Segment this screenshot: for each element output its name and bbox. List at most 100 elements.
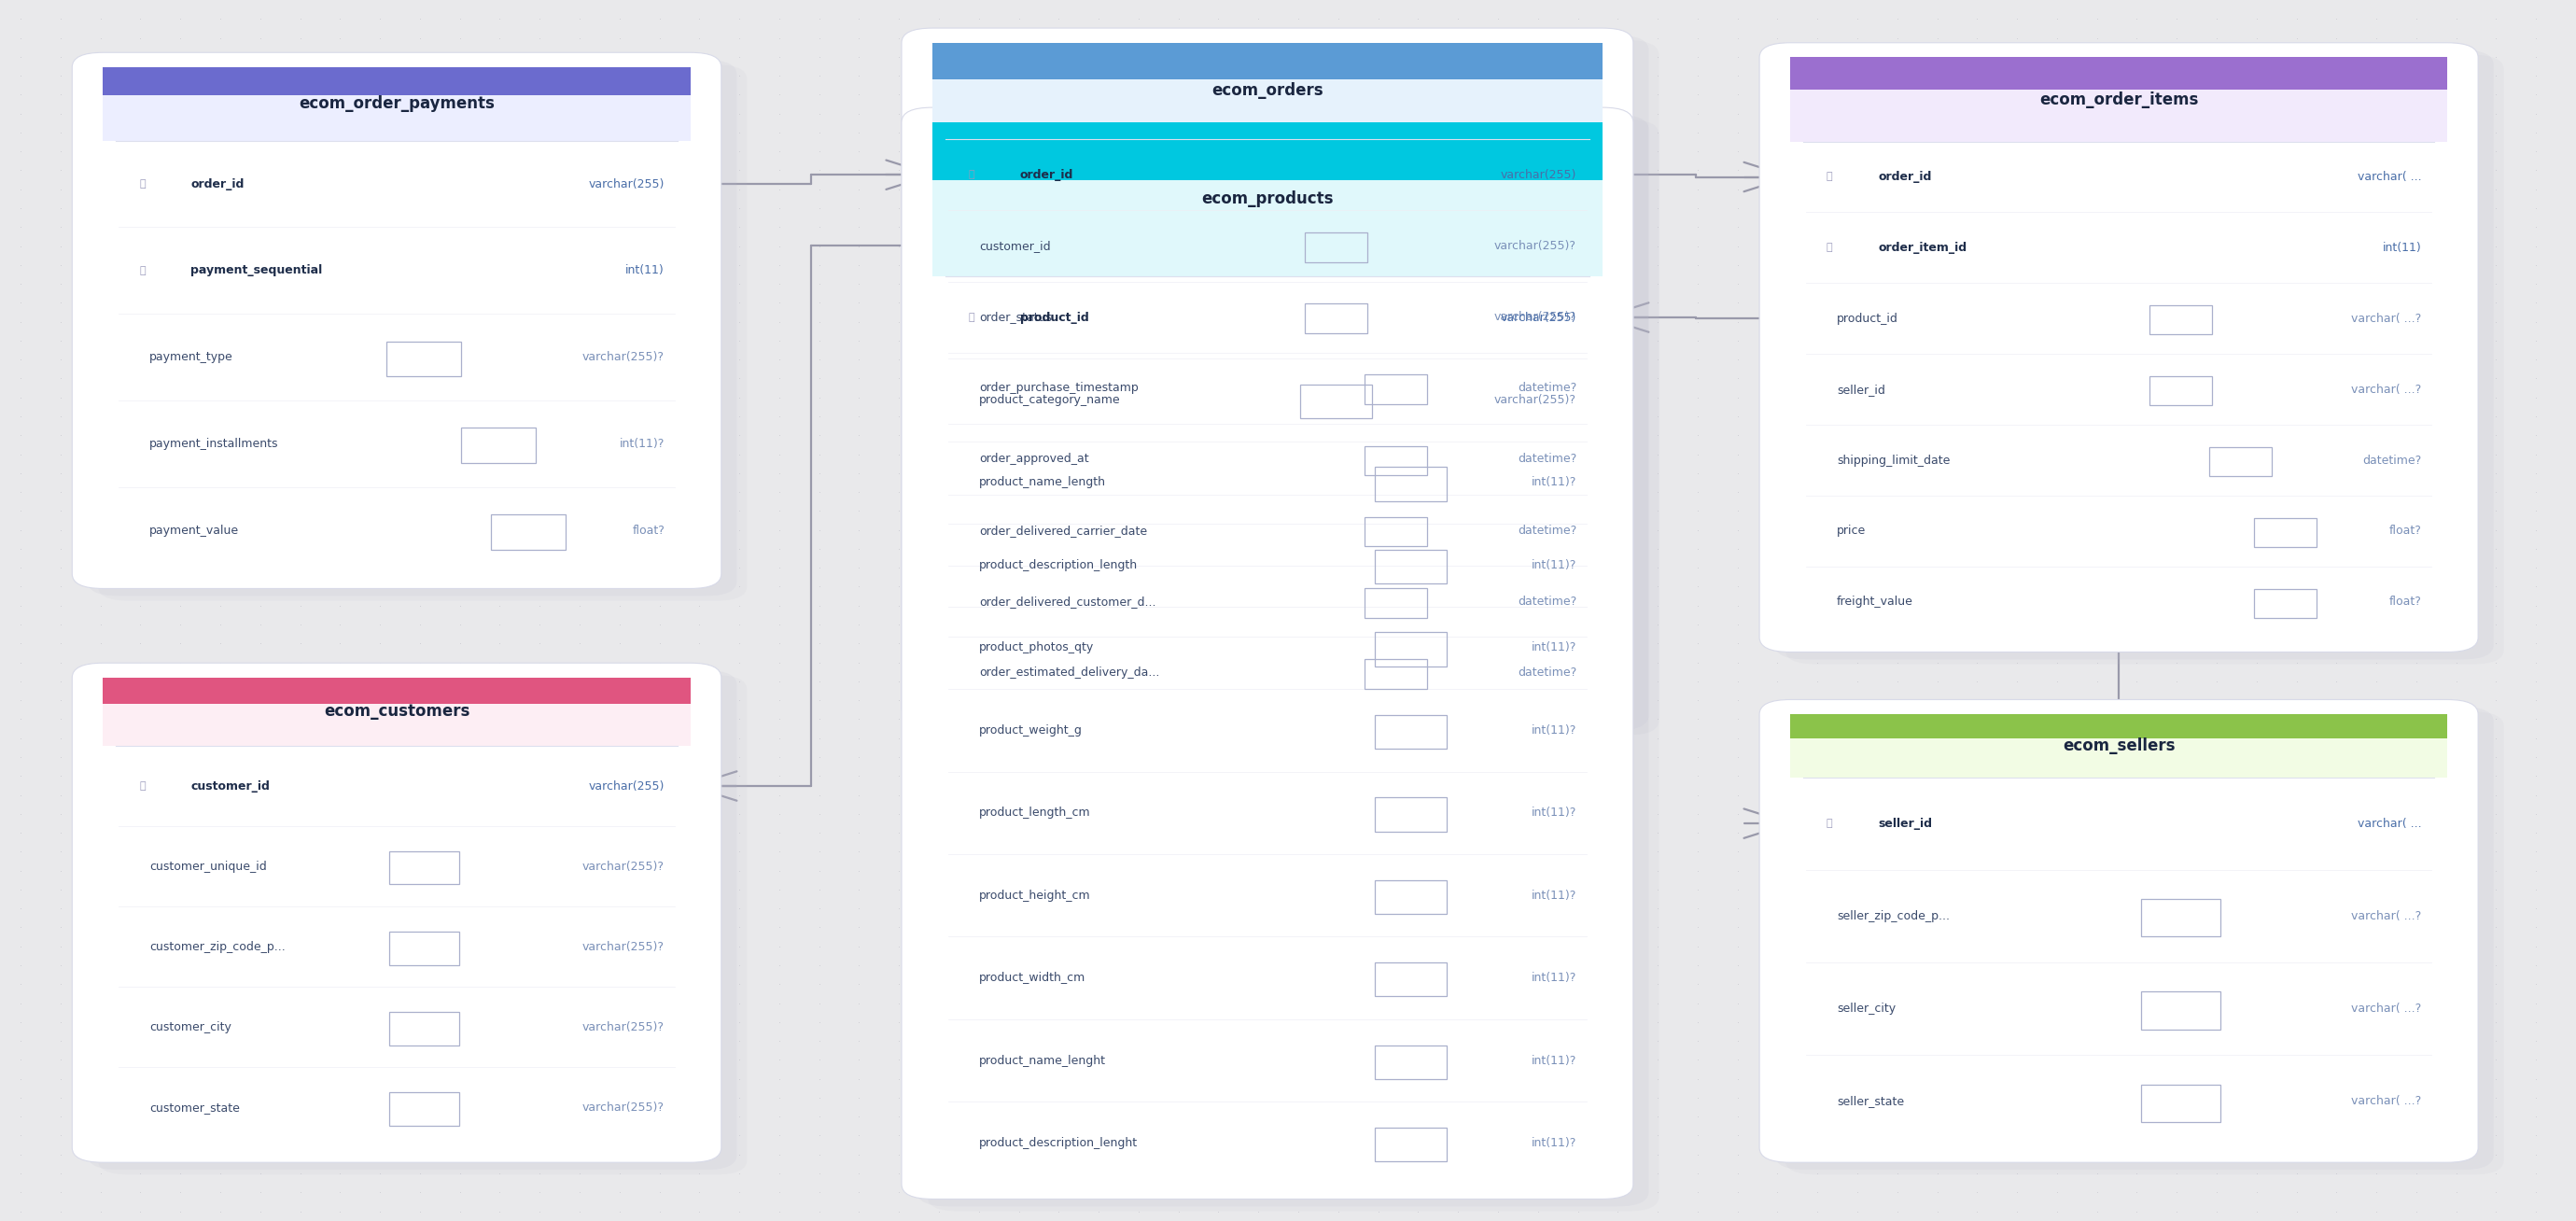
FancyBboxPatch shape bbox=[98, 65, 747, 601]
Bar bbox=[933, 43, 1602, 79]
Text: varchar( ...?: varchar( ...? bbox=[2352, 1002, 2421, 1015]
Text: varchar(255)?: varchar(255)? bbox=[582, 940, 665, 952]
Bar bbox=[1790, 714, 2447, 739]
Text: varchar( ...?: varchar( ...? bbox=[2352, 910, 2421, 922]
Text: order_delivered_carrier_date: order_delivered_carrier_date bbox=[979, 524, 1146, 536]
Text: datetime?: datetime? bbox=[2362, 454, 2421, 466]
FancyBboxPatch shape bbox=[927, 120, 1659, 1211]
Text: ⚿: ⚿ bbox=[1826, 819, 1832, 828]
Text: order_id: order_id bbox=[1878, 171, 1932, 183]
Bar bbox=[1790, 57, 2447, 89]
Text: ecom_customers: ecom_customers bbox=[325, 703, 469, 720]
Text: ⚿: ⚿ bbox=[1826, 243, 1832, 253]
Text: seller_city: seller_city bbox=[1837, 1002, 1896, 1015]
Text: customer_state: customer_state bbox=[149, 1101, 240, 1114]
Text: product_height_cm: product_height_cm bbox=[979, 889, 1090, 901]
Bar bbox=[933, 122, 1602, 181]
FancyBboxPatch shape bbox=[917, 115, 1649, 1206]
Text: varchar(255): varchar(255) bbox=[590, 780, 665, 792]
Text: datetime?: datetime? bbox=[1517, 667, 1577, 679]
Text: float?: float? bbox=[631, 525, 665, 536]
Text: order_id: order_id bbox=[191, 178, 245, 190]
Text: ⚿: ⚿ bbox=[969, 313, 974, 322]
Bar bbox=[103, 678, 690, 746]
Text: varchar(255)?: varchar(255)? bbox=[582, 352, 665, 364]
Text: seller_zip_code_p...: seller_zip_code_p... bbox=[1837, 910, 1950, 922]
Text: varchar( ...?: varchar( ...? bbox=[2352, 383, 2421, 396]
Bar bbox=[1790, 714, 2447, 777]
Text: varchar( ...: varchar( ... bbox=[2357, 171, 2421, 183]
Bar bbox=[103, 67, 690, 95]
Text: int(11)?: int(11)? bbox=[1530, 476, 1577, 488]
FancyBboxPatch shape bbox=[1759, 700, 2478, 1162]
Text: varchar(255)?: varchar(255)? bbox=[1494, 239, 1577, 252]
Text: int(11)?: int(11)? bbox=[1530, 641, 1577, 653]
Text: freight_value: freight_value bbox=[1837, 596, 1914, 608]
Text: int(11)?: int(11)? bbox=[1530, 807, 1577, 819]
FancyBboxPatch shape bbox=[72, 663, 721, 1162]
Text: product_width_cm: product_width_cm bbox=[979, 972, 1084, 984]
Text: price: price bbox=[1837, 525, 1865, 537]
Text: int(11)?: int(11)? bbox=[1530, 559, 1577, 571]
Bar bbox=[103, 67, 690, 140]
Text: float?: float? bbox=[2388, 596, 2421, 608]
FancyBboxPatch shape bbox=[1775, 50, 2494, 659]
Text: varchar(255)?: varchar(255)? bbox=[582, 861, 665, 873]
Text: customer_zip_code_p...: customer_zip_code_p... bbox=[149, 940, 286, 952]
Bar bbox=[1790, 57, 2447, 142]
FancyBboxPatch shape bbox=[1775, 707, 2494, 1170]
Text: order_purchase_timestamp: order_purchase_timestamp bbox=[979, 382, 1139, 394]
Text: ecom_sellers: ecom_sellers bbox=[2063, 737, 2174, 755]
Text: int(11)?: int(11)? bbox=[618, 438, 665, 451]
FancyBboxPatch shape bbox=[72, 53, 721, 589]
Text: ⚿: ⚿ bbox=[139, 266, 144, 275]
Text: int(11)?: int(11)? bbox=[1530, 972, 1577, 984]
Text: float?: float? bbox=[2388, 525, 2421, 537]
FancyBboxPatch shape bbox=[917, 35, 1649, 730]
Text: int(11)?: int(11)? bbox=[1530, 889, 1577, 901]
Text: int(11): int(11) bbox=[2383, 242, 2421, 254]
Text: payment_sequential: payment_sequential bbox=[191, 265, 322, 277]
Text: int(11)?: int(11)? bbox=[1530, 1055, 1577, 1067]
Text: ⚿: ⚿ bbox=[1826, 172, 1832, 182]
Text: varchar(255): varchar(255) bbox=[1502, 168, 1577, 181]
Text: product_weight_g: product_weight_g bbox=[979, 724, 1082, 736]
Text: ecom_products: ecom_products bbox=[1200, 190, 1334, 208]
FancyBboxPatch shape bbox=[88, 670, 737, 1170]
Text: payment_value: payment_value bbox=[149, 525, 240, 536]
Text: datetime?: datetime? bbox=[1517, 453, 1577, 465]
Text: order_status: order_status bbox=[979, 311, 1051, 324]
Text: shipping_limit_date: shipping_limit_date bbox=[1837, 454, 1950, 466]
Text: product_name_length: product_name_length bbox=[979, 476, 1105, 488]
Text: product_id: product_id bbox=[1837, 313, 1899, 325]
FancyBboxPatch shape bbox=[1759, 43, 2478, 652]
Text: int(11)?: int(11)? bbox=[1530, 1137, 1577, 1149]
Text: order_estimated_delivery_da...: order_estimated_delivery_da... bbox=[979, 667, 1159, 679]
FancyBboxPatch shape bbox=[88, 60, 737, 596]
FancyBboxPatch shape bbox=[98, 675, 747, 1175]
Text: datetime?: datetime? bbox=[1517, 524, 1577, 536]
Text: varchar( ...?: varchar( ...? bbox=[2352, 313, 2421, 325]
Text: varchar(255)?: varchar(255)? bbox=[1494, 394, 1577, 407]
Text: ecom_order_payments: ecom_order_payments bbox=[299, 95, 495, 112]
Text: seller_id: seller_id bbox=[1837, 383, 1886, 396]
Text: product_photos_qty: product_photos_qty bbox=[979, 641, 1095, 653]
Text: product_id: product_id bbox=[1020, 311, 1090, 324]
Text: ecom_orders: ecom_orders bbox=[1211, 83, 1324, 99]
Text: seller_id: seller_id bbox=[1878, 817, 1932, 829]
Text: varchar( ...: varchar( ... bbox=[2357, 817, 2421, 829]
Text: seller_state: seller_state bbox=[1837, 1095, 1904, 1107]
Bar bbox=[933, 43, 1602, 139]
Text: ⚿: ⚿ bbox=[969, 170, 974, 179]
Text: customer_city: customer_city bbox=[149, 1021, 232, 1033]
Text: ⚿: ⚿ bbox=[139, 179, 144, 188]
FancyBboxPatch shape bbox=[927, 40, 1659, 735]
Text: varchar(255)?: varchar(255)? bbox=[1494, 311, 1577, 324]
Text: varchar(255): varchar(255) bbox=[590, 178, 665, 190]
Text: customer_id: customer_id bbox=[979, 239, 1051, 252]
Bar bbox=[103, 678, 690, 703]
Text: order_approved_at: order_approved_at bbox=[979, 453, 1090, 465]
Text: product_description_lenght: product_description_lenght bbox=[979, 1137, 1139, 1149]
Text: product_description_length: product_description_length bbox=[979, 559, 1139, 571]
Text: product_length_cm: product_length_cm bbox=[979, 807, 1090, 819]
